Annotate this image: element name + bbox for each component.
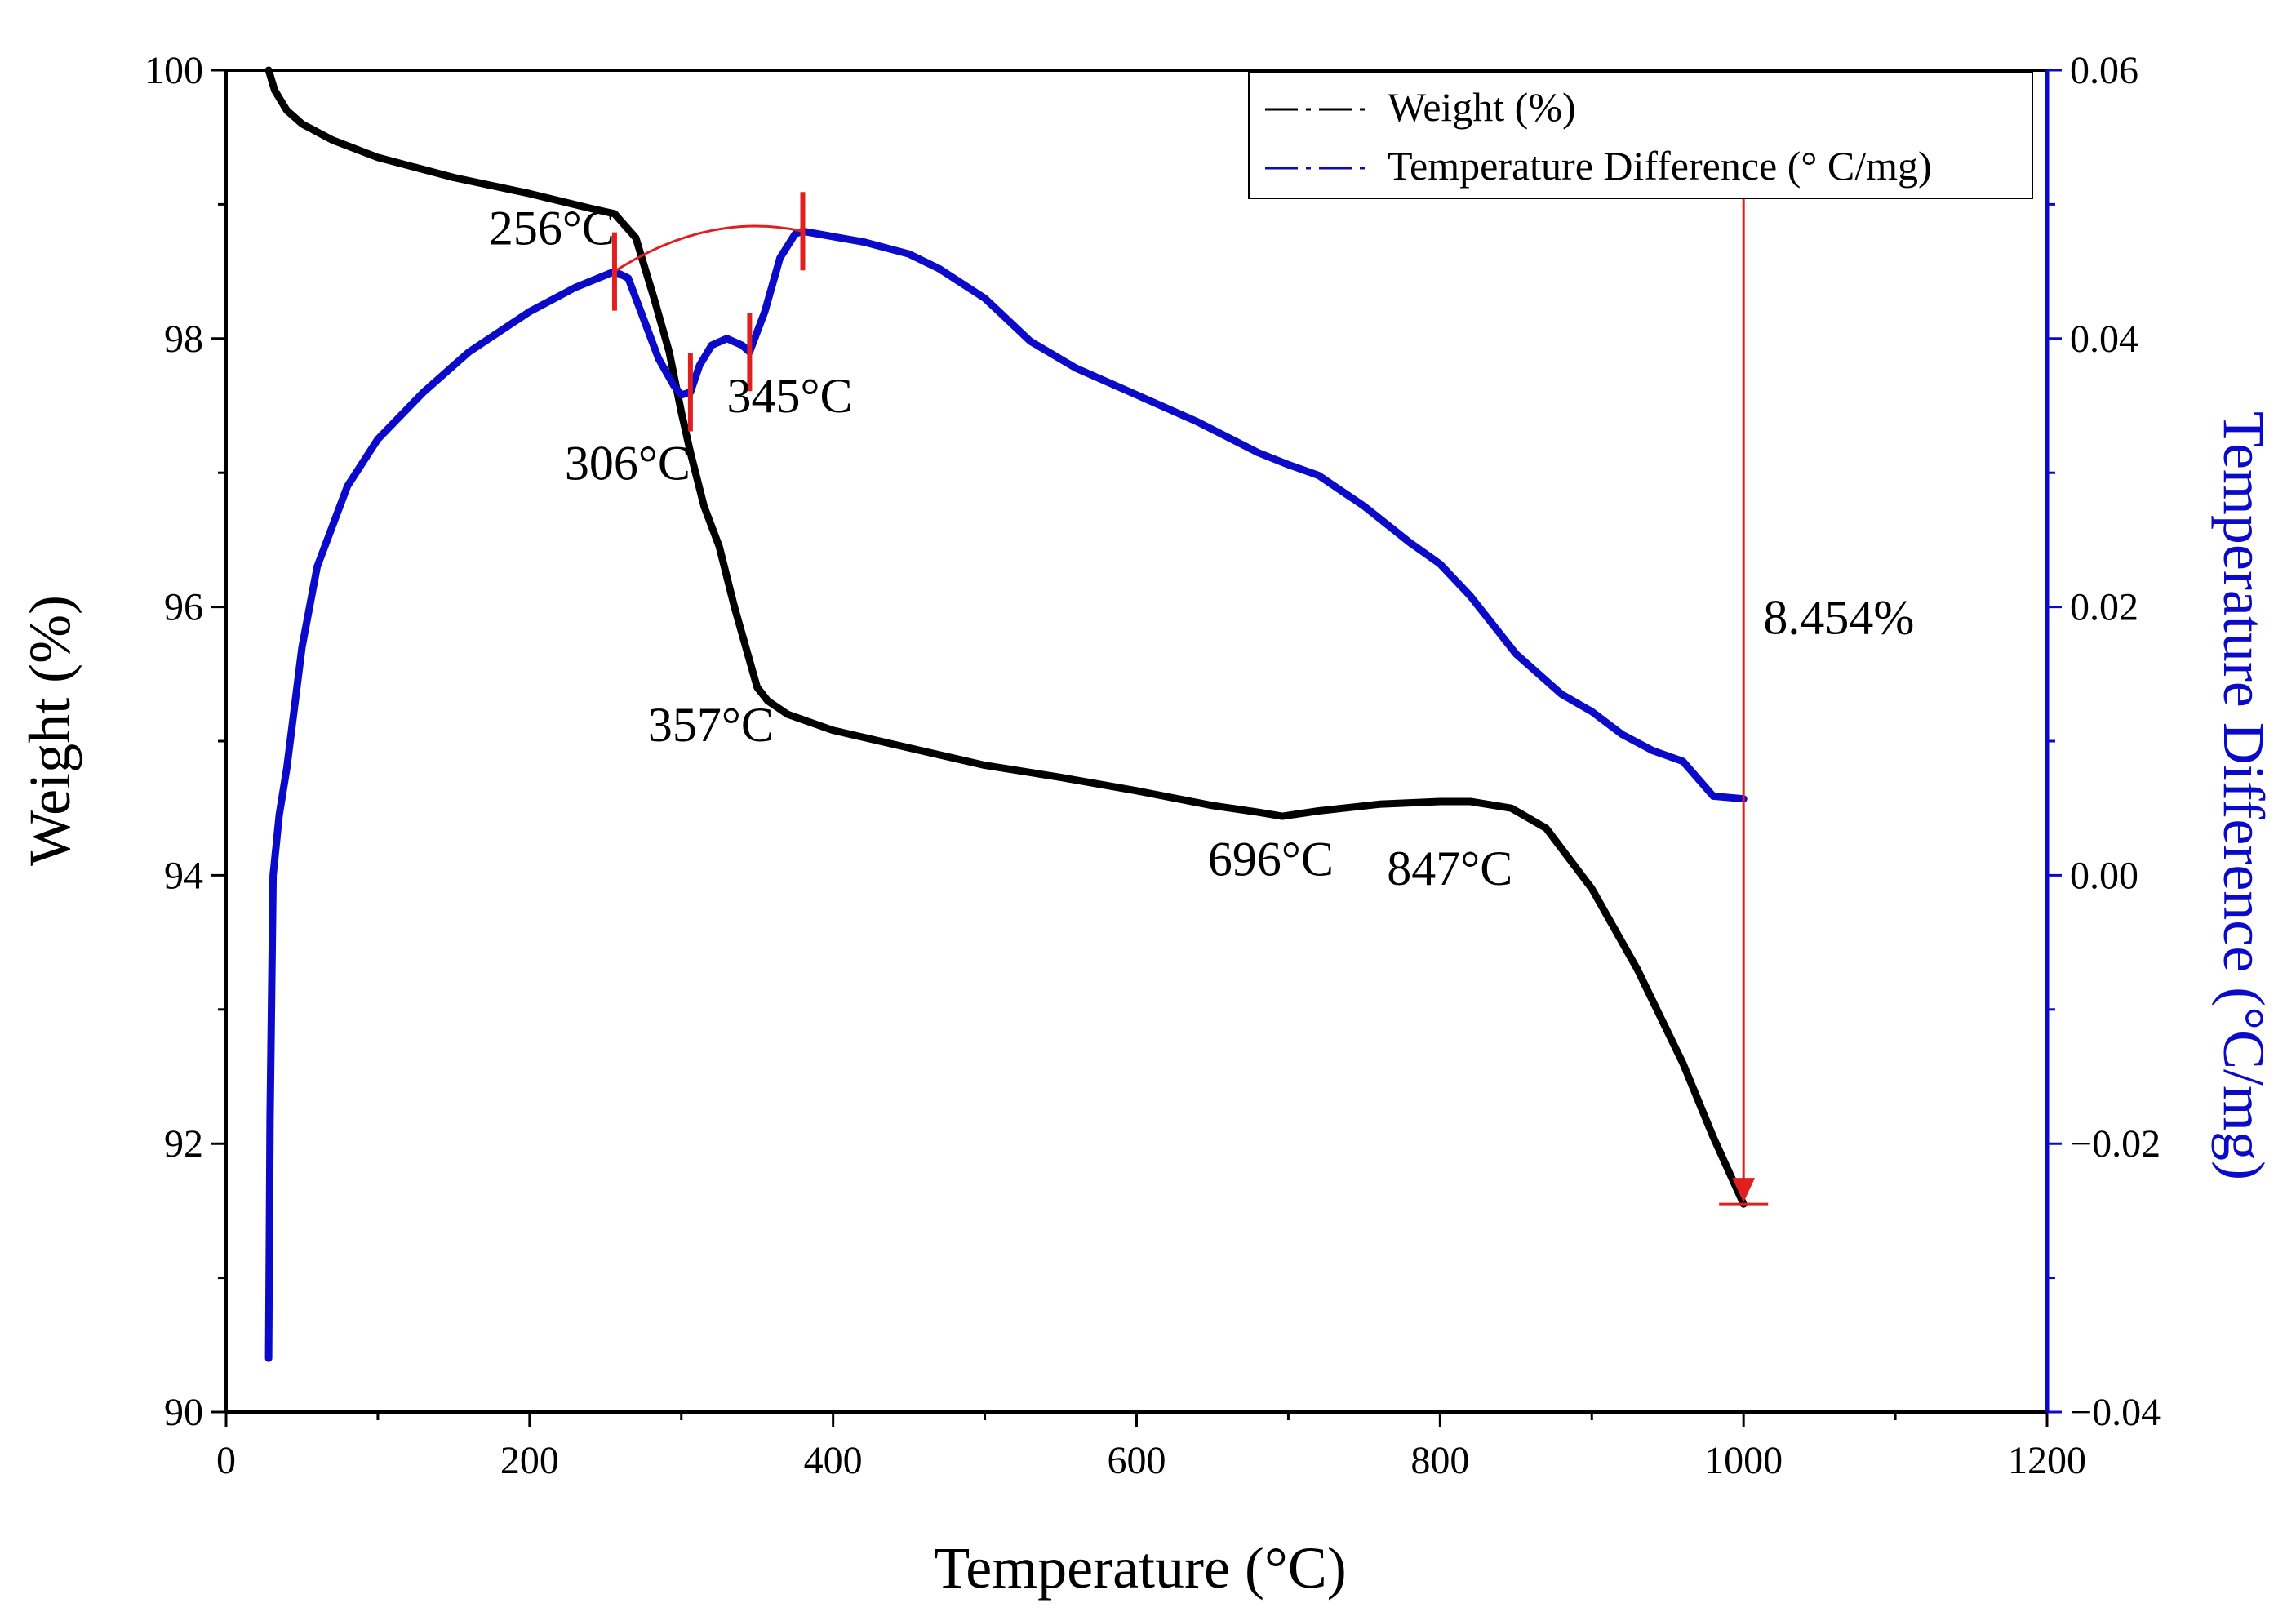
weight-loss-arrow-head-down — [1732, 1178, 1756, 1203]
y-left-tick-label: 98 — [164, 318, 203, 361]
annotation-label: 8.454% — [1763, 590, 1914, 644]
y-left-tick-label: 100 — [144, 49, 203, 92]
x-tick-label: 800 — [1410, 1439, 1469, 1482]
legend-label-temp-diff: Temperature Difference (° C/mg) — [1388, 143, 1932, 189]
x-tick-label: 1200 — [2008, 1439, 2086, 1482]
x-tick-label: 600 — [1108, 1439, 1166, 1482]
y-left-tick-label: 94 — [164, 854, 203, 897]
legend: Weight (%) Temperature Difference (° C/m… — [1248, 71, 2033, 199]
annotation-label: 306°C — [565, 436, 691, 490]
x-tick-label: 1000 — [1704, 1439, 1783, 1482]
y-left-tick-label: 92 — [164, 1122, 203, 1166]
annotation-layer: 256°C 306°C 345°C 357°C 696°C 847°C 8.454% — [489, 202, 1914, 895]
y-right-tick-label: −0.04 — [2070, 1391, 2161, 1434]
y-right-tick-label: 0.06 — [2070, 49, 2138, 92]
annotation-label: 696°C — [1208, 832, 1334, 886]
temp-diff-series-line — [264, 227, 1748, 1362]
weight-series-line — [264, 66, 1748, 1208]
y-right-tick-label: 0.02 — [2070, 586, 2138, 629]
x-tick-label: 400 — [804, 1439, 863, 1482]
y-right-tick-label: −0.02 — [2070, 1122, 2161, 1166]
y-left-tick-label: 96 — [164, 586, 203, 629]
annotation-label: 847°C — [1387, 842, 1512, 895]
y-left-tick-label: 90 — [164, 1391, 203, 1434]
annotation-label: 357°C — [648, 698, 774, 752]
y-right-tick-label: 0.04 — [2070, 318, 2138, 361]
series-layer — [264, 66, 1748, 1362]
x-tick-label: 0 — [216, 1439, 236, 1482]
legend-box — [1248, 71, 2033, 199]
peak-baseline — [614, 224, 803, 273]
x-axis-title: Temperature (°C) — [934, 1535, 1347, 1601]
annotation-label: 256°C — [489, 202, 615, 255]
x-tick-label: 200 — [500, 1439, 559, 1482]
axes-layer: 0 200 400 600 800 1000 1200 90 92 94 96 98 100 −0.04 −… — [144, 49, 2161, 1482]
annotation-label: 345°C — [727, 369, 853, 423]
y-left-axis-title: Weight (%) — [17, 595, 82, 866]
y-right-axis-title: Temperature Difference (°C/mg) — [2211, 411, 2276, 1180]
legend-label-weight: Weight (%) — [1388, 84, 1576, 130]
y-right-tick-label: 0.00 — [2070, 854, 2138, 897]
